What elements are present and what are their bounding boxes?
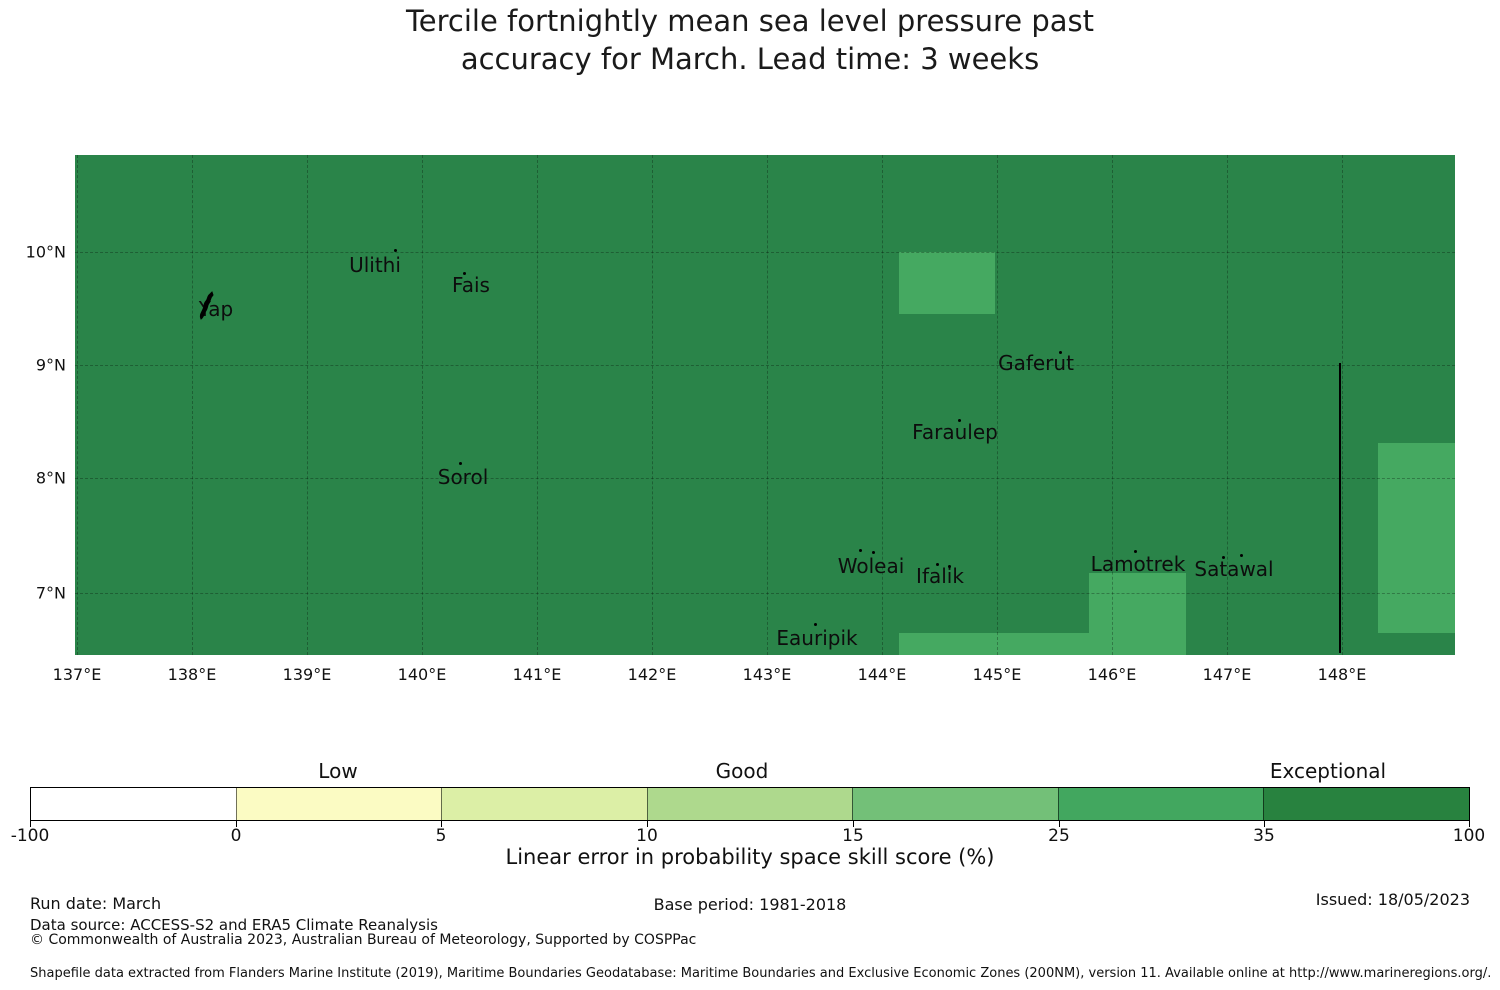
gridline	[882, 155, 883, 655]
colorbar-segment	[646, 788, 853, 820]
x-axis-tick-145e: 145°E	[972, 665, 1022, 684]
gridline	[75, 593, 1455, 594]
skill-region-25-35-south-strip	[899, 633, 1090, 655]
x-axis-tick-139e: 139°E	[282, 665, 332, 684]
atoll-dot	[859, 549, 862, 552]
gridline	[1227, 155, 1228, 655]
colorbar-tick	[647, 821, 648, 827]
atoll-dot	[936, 563, 939, 566]
yap-island-shape-icon	[199, 291, 214, 320]
atoll-dot	[463, 272, 466, 275]
colorbar-tick-label: 10	[636, 826, 658, 846]
copyright-text: © Commonwealth of Australia 2023, Austra…	[30, 932, 697, 948]
eez-boundary-line	[1339, 363, 1341, 653]
gridline	[192, 155, 193, 655]
gridline	[307, 155, 308, 655]
issued-date-text: Issued: 18/05/2023	[1315, 890, 1470, 909]
x-axis-tick-140e: 140°E	[397, 665, 447, 684]
colorbar-tick	[1264, 821, 1265, 827]
x-axis-tick-137e: 137°E	[52, 665, 102, 684]
gridline	[767, 155, 768, 655]
colorbar-tick-label: 0	[230, 826, 242, 846]
gridline	[75, 478, 1455, 479]
chart-title-line2: accuracy for March. Lead time: 3 weeks	[460, 42, 1040, 76]
gridline	[1342, 155, 1343, 655]
colorbar-category-low: Low	[318, 759, 358, 783]
gridline	[75, 365, 1455, 366]
y-axis-tick-10n: 10°N	[25, 242, 66, 262]
colorbar	[30, 787, 1470, 821]
colorbar-tick	[1059, 821, 1060, 827]
colorbar-tick	[1469, 821, 1470, 827]
colorbar-segment	[1057, 788, 1264, 820]
island-label-eauripik: Eauripik	[776, 626, 858, 650]
x-axis-tick-146e: 146°E	[1087, 665, 1137, 684]
atoll-dot	[872, 551, 875, 554]
island-label-ulithi: Ulithi	[349, 253, 401, 277]
island-label-fais: Fais	[452, 273, 490, 297]
x-axis-tick-142e: 142°E	[627, 665, 677, 684]
colorbar-tick	[853, 821, 854, 827]
x-axis-tick-144e: 144°E	[857, 665, 907, 684]
colorbar-tick-label: 5	[435, 826, 447, 846]
atoll-dot	[948, 565, 951, 568]
gridline	[422, 155, 423, 655]
skill-region-25-35-east	[1378, 443, 1455, 633]
x-axis-tick-141e: 141°E	[512, 665, 562, 684]
shapefile-attribution-text: Shapefile data extracted from Flanders M…	[30, 966, 1492, 981]
x-axis-tick-138e: 138°E	[167, 665, 217, 684]
island-label-ifalik: Ifalik	[916, 564, 964, 588]
island-label-satawal: Satawal	[1194, 557, 1274, 581]
atoll-dot	[958, 419, 961, 422]
atoll-dot	[1240, 554, 1243, 557]
gridline	[75, 252, 1455, 253]
base-period-text: Base period: 1981-2018	[653, 895, 847, 914]
colorbar-tick-label: 15	[842, 826, 864, 846]
colorbar-axis-label: Linear error in probability space skill …	[505, 845, 995, 869]
colorbar-tick-label: 100	[1452, 826, 1486, 846]
map-plot: Yap Ulithi Fais Sorol Gaferut Faraulep W…	[75, 155, 1455, 655]
colorbar-segment	[31, 788, 236, 820]
x-axis-tick-147e: 147°E	[1202, 665, 1252, 684]
colorbar-segment	[852, 788, 1058, 820]
island-label-sorol: Sorol	[437, 465, 489, 489]
x-axis-tick-143e: 143°E	[742, 665, 792, 684]
colorbar-tick-label: 35	[1253, 826, 1275, 846]
island-label-gaferut: Gaferut	[998, 351, 1074, 375]
y-axis-tick-7n: 7°N	[35, 583, 66, 603]
colorbar-tick	[236, 821, 237, 827]
colorbar-tick	[441, 821, 442, 827]
island-label-faraulep: Faraulep	[912, 420, 998, 444]
gridline	[77, 155, 78, 655]
atoll-dot	[814, 623, 817, 626]
run-date-text: Run date: March	[30, 894, 162, 913]
y-axis-tick-8n: 8°N	[35, 468, 66, 488]
atoll-dot	[1134, 550, 1137, 553]
gridline	[1112, 155, 1113, 655]
atoll-dot	[1222, 556, 1225, 559]
colorbar-tick-label: 25	[1048, 826, 1070, 846]
y-axis-tick-9n: 9°N	[35, 355, 66, 375]
data-source-text: Data source: ACCESS-S2 and ERA5 Climate …	[30, 916, 438, 934]
colorbar-category-exceptional: Exceptional	[1269, 759, 1387, 783]
colorbar-tick-label: -100	[10, 826, 50, 846]
colorbar-segment	[441, 788, 647, 820]
colorbar-segment	[1263, 788, 1470, 820]
x-axis-tick-148e: 148°E	[1317, 665, 1367, 684]
chart-title-line1: Tercile fortnightly mean sea level press…	[405, 4, 1095, 38]
gridline	[652, 155, 653, 655]
skill-region-25-35-north	[899, 252, 995, 314]
atoll-dot	[394, 249, 397, 252]
island-label-woleai: Woleai	[837, 554, 905, 578]
colorbar-tick	[30, 821, 31, 827]
gridline	[537, 155, 538, 655]
island-label-lamotrek: Lamotrek	[1090, 552, 1186, 576]
colorbar-segment	[235, 788, 442, 820]
atoll-dot	[1059, 351, 1062, 354]
skill-region-25-35-lamotrek	[1089, 573, 1186, 655]
colorbar-category-good: Good	[715, 759, 769, 783]
gridline	[997, 155, 998, 655]
atoll-dot	[459, 462, 462, 465]
